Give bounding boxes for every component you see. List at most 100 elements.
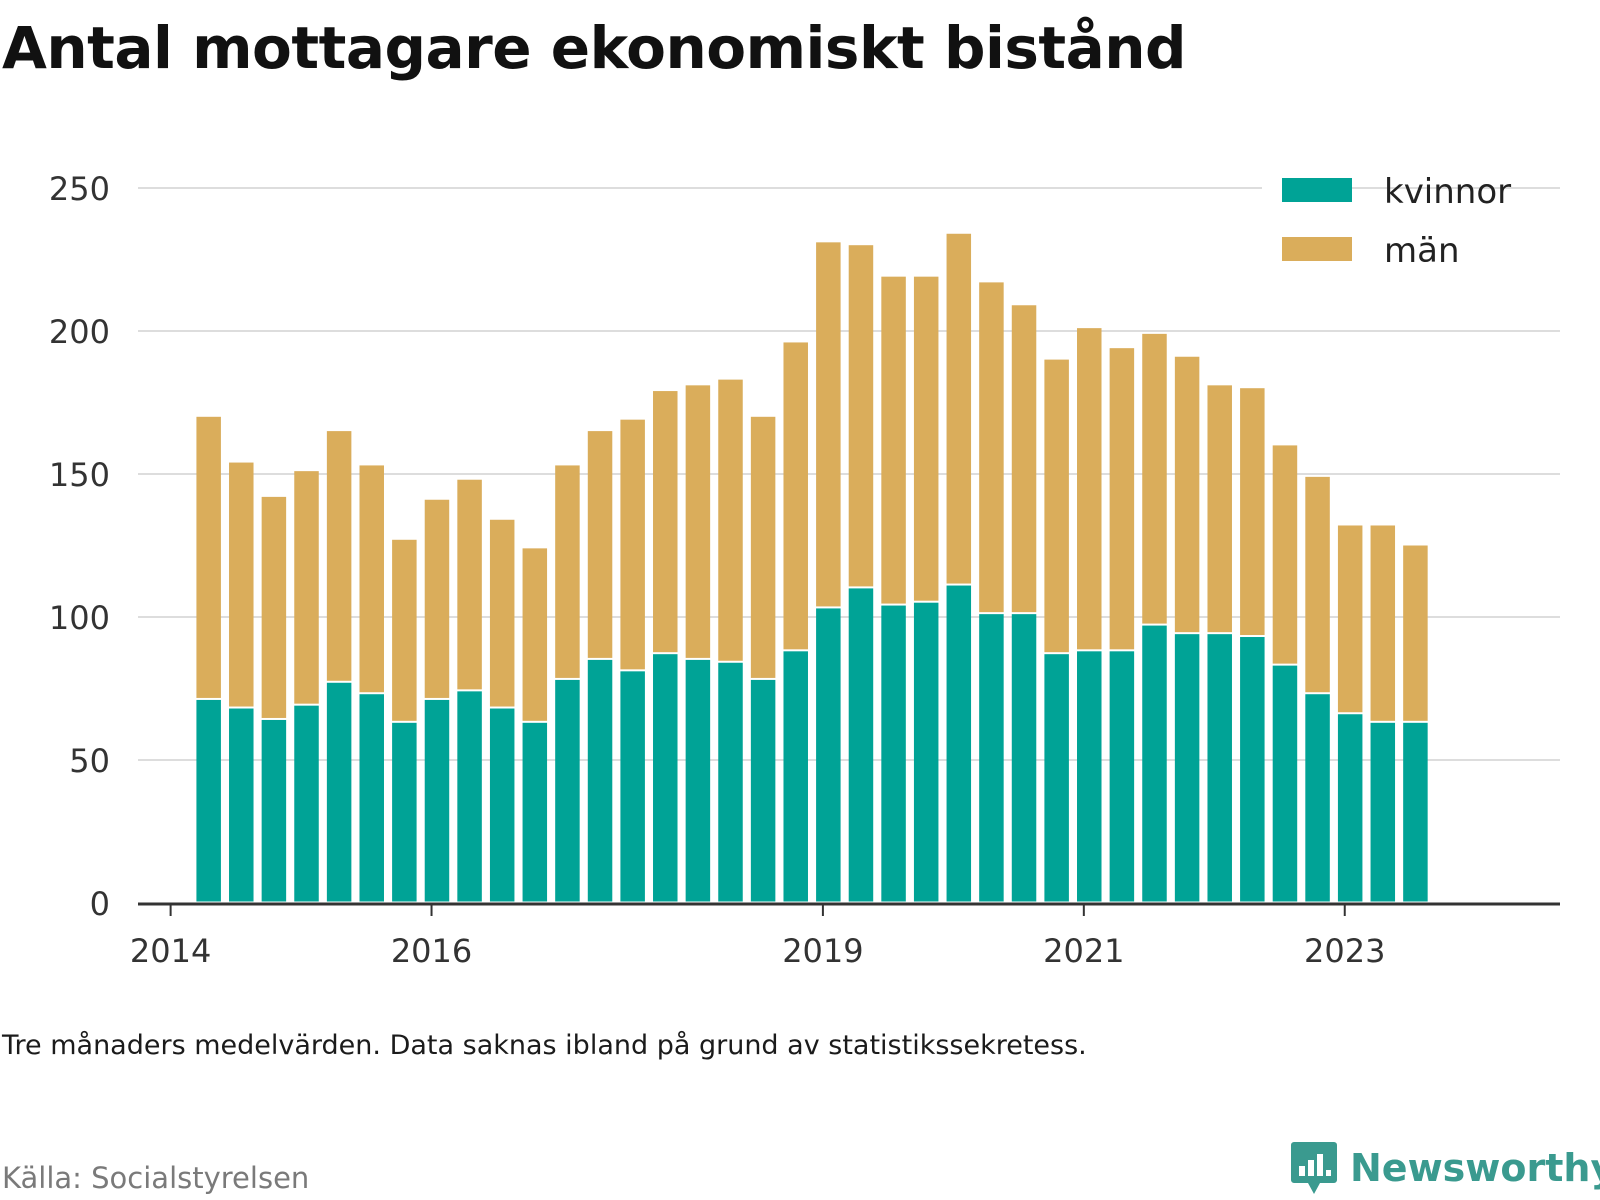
- brand-logo: Newsworthy: [1290, 1140, 1600, 1196]
- bar-man-2016-04: [457, 479, 482, 690]
- bar-man-2017-10: [653, 391, 678, 653]
- chart-note: Tre månaders medelvärden. Data saknas ib…: [2, 1030, 1087, 1061]
- bar-man-2023-01: [1337, 525, 1363, 713]
- bar-man-2014-07: [229, 462, 254, 707]
- bar-man-2019-07: [881, 276, 906, 604]
- bar-kvinnor-2021-07: [1142, 625, 1167, 902]
- bar-man-2022-10: [1305, 476, 1330, 693]
- bar-man-2015-07: [359, 465, 384, 693]
- bar-kvinnor-2017-07: [620, 671, 645, 902]
- bar-kvinnor-2023-04: [1370, 722, 1396, 902]
- bar-kvinnor-2017-04: [587, 659, 613, 902]
- bar-kvinnor-2016-01: [424, 699, 450, 902]
- bar-kvinnor-2022-04: [1240, 637, 1265, 902]
- x-tick-label-2016: 2016: [391, 932, 472, 970]
- y-tick-label-100: 100: [49, 599, 110, 637]
- bar-kvinnor-2023-01: [1337, 714, 1363, 902]
- x-axis: 2014 2016 2019 2021 2023: [130, 902, 1560, 970]
- bar-kvinnor-2017-01: [555, 679, 580, 902]
- bar-kvinnor-2020-10: [1044, 654, 1069, 902]
- bar-kvinnor-2021-10: [1174, 634, 1200, 902]
- legend-label-kvinnor: kvinnor: [1384, 172, 1511, 212]
- chart-bubble-icon: [1291, 1142, 1337, 1194]
- bar-man-2022-04: [1240, 388, 1265, 636]
- legend-swatch-kvinnor: [1282, 178, 1352, 202]
- bar-kvinnor-2016-10: [522, 722, 548, 902]
- bars: [196, 233, 1428, 902]
- bar-man-2022-07: [1272, 445, 1298, 664]
- y-tick-label-250: 250: [49, 170, 110, 208]
- bar-kvinnor-2022-01: [1207, 634, 1232, 902]
- chart-title: Antal mottagare ekonomiskt bistånd: [2, 14, 1187, 82]
- bar-kvinnor-2020-01: [946, 585, 972, 902]
- y-tick-label-50: 50: [69, 742, 110, 780]
- bar-kvinnor-2022-10: [1305, 694, 1330, 902]
- bar-man-2018-04: [718, 379, 743, 661]
- bar-kvinnor-2018-04: [718, 662, 743, 902]
- bar-kvinnor-2022-07: [1272, 665, 1298, 902]
- brand-name: Newsworthy: [1350, 1146, 1600, 1190]
- bar-kvinnor-2019-10: [913, 602, 939, 902]
- y-tick-label-0: 0: [90, 885, 110, 923]
- bar-kvinnor-2016-04: [457, 691, 482, 902]
- bar-kvinnor-2019-07: [881, 605, 906, 902]
- x-tick-label-2023: 2023: [1304, 932, 1385, 970]
- bar-man-2015-04: [326, 431, 352, 681]
- bar-man-2016-07: [489, 519, 515, 707]
- bar-man-2021-10: [1174, 356, 1200, 633]
- bar-kvinnor-2018-01: [685, 659, 711, 902]
- legend-label-man: män: [1384, 231, 1460, 271]
- y-axis-ticks: 0 50 100 150 200 250: [49, 170, 110, 923]
- bar-man-2014-10: [261, 496, 287, 718]
- bar-kvinnor-2021-04: [1109, 651, 1135, 902]
- bar-man-2015-01: [294, 471, 319, 704]
- x-tick-label-2014: 2014: [130, 932, 211, 970]
- bar-kvinnor-2021-01: [1077, 651, 1102, 902]
- bar-kvinnor-2014-07: [229, 708, 254, 902]
- bar-man-2017-01: [555, 465, 580, 678]
- bar-man-2019-01: [816, 242, 841, 607]
- bar-kvinnor-2014-04: [196, 699, 221, 902]
- x-tick-label-2021: 2021: [1043, 932, 1124, 970]
- bar-man-2023-04: [1370, 525, 1396, 721]
- bar-man-2021-07: [1142, 333, 1167, 624]
- bar-man-2020-10: [1044, 359, 1069, 653]
- y-tick-label-150: 150: [49, 456, 110, 494]
- bar-kvinnor-2020-04: [979, 614, 1004, 902]
- bar-man-2019-10: [913, 276, 939, 601]
- bar-man-2016-01: [424, 499, 450, 698]
- bar-man-2020-04: [979, 282, 1004, 613]
- source-label: Källa: Socialstyrelsen: [2, 1161, 310, 1195]
- bar-man-2017-04: [587, 431, 613, 658]
- bar-man-2017-07: [620, 419, 645, 670]
- bar-kvinnor-2019-01: [816, 608, 841, 902]
- x-tick-label-2019: 2019: [782, 932, 863, 970]
- bar-man-2020-07: [1011, 305, 1037, 613]
- bar-kvinnor-2015-04: [326, 682, 352, 902]
- bar-man-2021-01: [1077, 328, 1102, 650]
- y-tick-label-200: 200: [49, 313, 110, 351]
- bar-kvinnor-2017-10: [653, 654, 678, 902]
- bar-kvinnor-2015-01: [294, 705, 319, 902]
- legend-swatch-man: [1282, 237, 1352, 261]
- bar-kvinnor-2015-10: [392, 722, 417, 902]
- bar-man-2020-01: [946, 233, 972, 584]
- bar-man-2018-10: [783, 342, 808, 650]
- stacked-bar-chart: 0 50 100 150 200 250 2014 2016 2019 2021 2023 kvi…: [49, 170, 1560, 970]
- bar-man-2022-01: [1207, 385, 1232, 633]
- bar-kvinnor-2016-07: [489, 708, 515, 902]
- bar-man-2023-07: [1403, 545, 1428, 721]
- bar-kvinnor-2014-10: [261, 719, 287, 902]
- bar-kvinnor-2018-07: [750, 679, 776, 902]
- bar-kvinnor-2018-10: [783, 651, 808, 902]
- bar-man-2014-04: [196, 416, 221, 698]
- bar-kvinnor-2015-07: [359, 694, 384, 902]
- bar-kvinnor-2019-04: [848, 588, 874, 902]
- bar-man-2015-10: [392, 539, 417, 721]
- bar-man-2019-04: [848, 245, 874, 587]
- bar-kvinnor-2020-07: [1011, 614, 1037, 902]
- bar-kvinnor-2023-07: [1403, 722, 1428, 902]
- bar-man-2018-07: [750, 416, 776, 678]
- bar-man-2018-01: [685, 385, 711, 658]
- legend: kvinnor män: [1262, 172, 1511, 271]
